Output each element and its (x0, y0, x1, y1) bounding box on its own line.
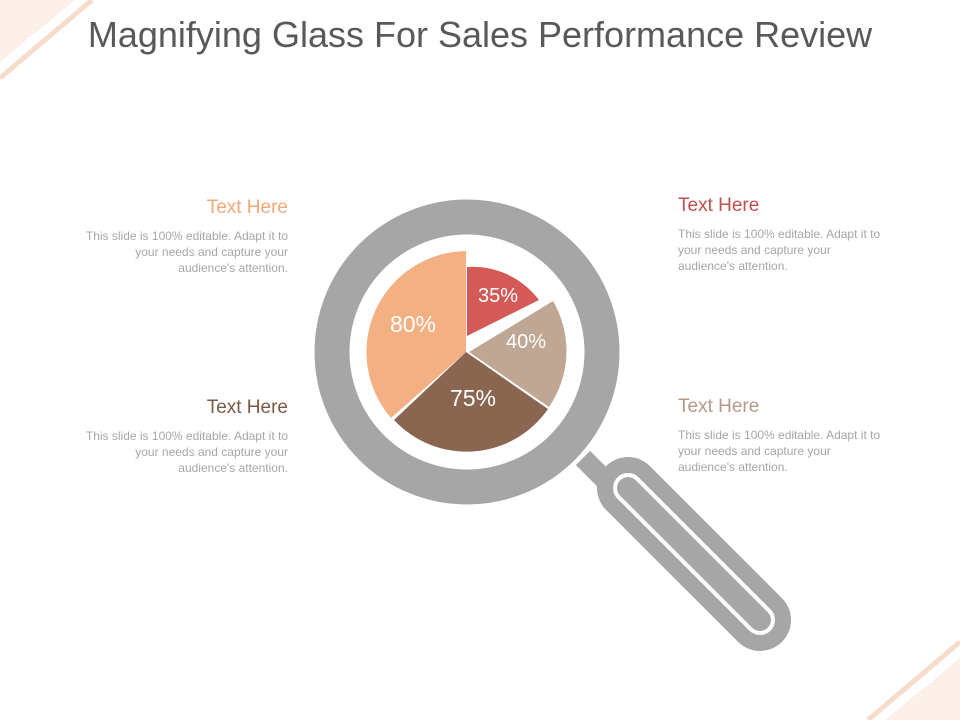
text-block-body: This slide is 100% editable. Adapt it to… (85, 229, 288, 275)
text-block-heading: Text Here (678, 195, 760, 216)
pie-chart: 35% 40% 75% 80% (366, 251, 567, 452)
text-block-top-right: Text Here This slide is 100% editable. A… (678, 195, 888, 274)
text-block-body: This slide is 100% editable. Adapt it to… (85, 429, 288, 475)
text-block-body: This slide is 100% editable. Adapt it to… (678, 227, 881, 273)
pie-slice-80 (366, 251, 466, 418)
pie-label-80: 80% (390, 311, 436, 337)
text-block-bottom-right: Text Here This slide is 100% editable. A… (678, 396, 888, 475)
magnifying-glass-lens-ring (314, 199, 620, 505)
pie-label-40: 40% (506, 331, 546, 353)
pie-slice-40 (469, 301, 567, 407)
text-block-top-left: Text Here This slide is 100% editable. A… (78, 197, 288, 276)
pie-slice-35 (467, 266, 539, 336)
slide-title: Magnifying Glass For Sales Performance R… (87, 14, 873, 55)
text-block-bottom-left: Text Here This slide is 100% editable. A… (78, 397, 288, 476)
text-block-heading: Text Here (206, 197, 288, 218)
pie-label-35: 35% (478, 285, 518, 307)
pie-slice-75 (394, 352, 548, 452)
text-block-body: This slide is 100% editable. Adapt it to… (678, 428, 881, 474)
pie-label-75: 75% (450, 385, 496, 411)
text-block-heading: Text Here (206, 397, 288, 418)
magnifying-glass-handle (575, 450, 791, 651)
text-block-heading: Text Here (678, 396, 760, 417)
